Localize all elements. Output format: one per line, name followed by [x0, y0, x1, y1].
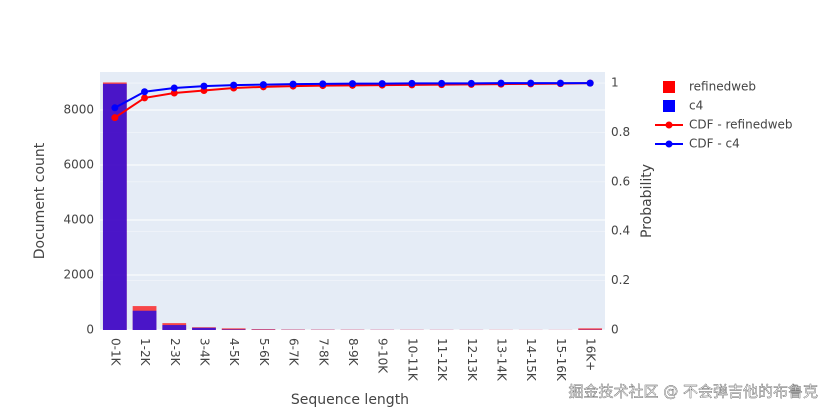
x-tick-label: 14-15K — [524, 338, 538, 382]
x-tick-label: 8-9K — [346, 338, 360, 367]
y-tick-label: 6000 — [63, 157, 94, 171]
cdf-marker — [319, 80, 327, 88]
x-tick-label: 2-3K — [168, 338, 182, 367]
x-tick-label: 6-7K — [287, 338, 301, 367]
y2-tick-label: 0.6 — [611, 174, 630, 188]
y2-tick-label: 0.4 — [611, 224, 630, 238]
y2-tick-label: 1 — [611, 76, 619, 90]
bar — [221, 328, 246, 330]
x-tick-label: 12-13K — [465, 338, 479, 382]
y2-axis-title: Probability — [639, 164, 655, 238]
y2-tick-label: 0.2 — [611, 273, 630, 287]
cdf-marker — [111, 114, 119, 122]
y-tick-label: 0 — [86, 323, 94, 337]
bar — [578, 328, 603, 330]
cdf-marker — [141, 94, 149, 102]
bar — [102, 83, 127, 330]
cdf-marker — [349, 80, 356, 88]
y2-tick-label: 0.8 — [611, 125, 630, 139]
legend-swatch — [665, 140, 673, 148]
y-tick-label: 4000 — [63, 212, 94, 226]
x-tick-label: 4-5K — [227, 338, 241, 367]
cdf-marker — [408, 79, 416, 87]
x-tick-label: 13-14K — [495, 338, 509, 382]
legend-label: CDF - c4 — [689, 137, 740, 151]
x-tick-label: 5-6K — [257, 338, 271, 367]
cdf-marker — [141, 88, 149, 96]
legend-swatch — [663, 100, 675, 112]
cdf-marker — [527, 79, 535, 87]
cdf-marker — [259, 81, 267, 89]
bar — [221, 329, 246, 330]
x-tick-label: 0-1K — [108, 338, 122, 367]
x-tick-label: 7-8K — [316, 338, 330, 367]
y2-tick-label: 0 — [611, 323, 619, 337]
x-tick-label: 11-12K — [435, 338, 449, 382]
y-tick-label: 2000 — [63, 267, 94, 281]
cdf-marker — [378, 80, 386, 88]
cdf-marker — [289, 80, 297, 88]
bar — [251, 329, 276, 330]
cdf-marker — [200, 82, 208, 90]
cdf-marker — [497, 79, 505, 87]
x-tick-label: 10-11K — [405, 338, 419, 382]
x-tick-label: 9-10K — [376, 338, 390, 374]
x-axis-title: Sequence length — [291, 392, 409, 408]
cdf-marker — [230, 81, 238, 89]
legend-swatch — [665, 121, 673, 129]
y-tick-label: 8000 — [63, 102, 94, 116]
cdf-marker — [170, 84, 178, 92]
x-tick-label: 15-16K — [554, 338, 568, 382]
cdf-marker — [556, 79, 564, 87]
cdf-marker — [438, 79, 446, 87]
x-tick-label: 1-2K — [138, 338, 152, 367]
cdf-marker — [170, 89, 178, 97]
watermark: 掘金技术社区 @ 不会弹吉他的布鲁克 — [568, 383, 818, 401]
cdf-marker — [467, 79, 475, 87]
bar — [192, 327, 216, 330]
x-tick-label: 3-4K — [197, 338, 211, 367]
cdf-marker — [111, 104, 119, 112]
y-axis-title: Document count — [32, 142, 48, 259]
legend-label: CDF - refinedweb — [689, 118, 793, 132]
bar — [162, 325, 187, 330]
x-tick-label: 16K+ — [584, 338, 598, 371]
legend-label: c4 — [689, 99, 703, 113]
cdf-marker — [586, 79, 594, 87]
bar — [132, 310, 157, 330]
plot-background — [100, 72, 605, 330]
legend-swatch — [663, 81, 675, 93]
legend-label: refinedweb — [689, 80, 756, 94]
